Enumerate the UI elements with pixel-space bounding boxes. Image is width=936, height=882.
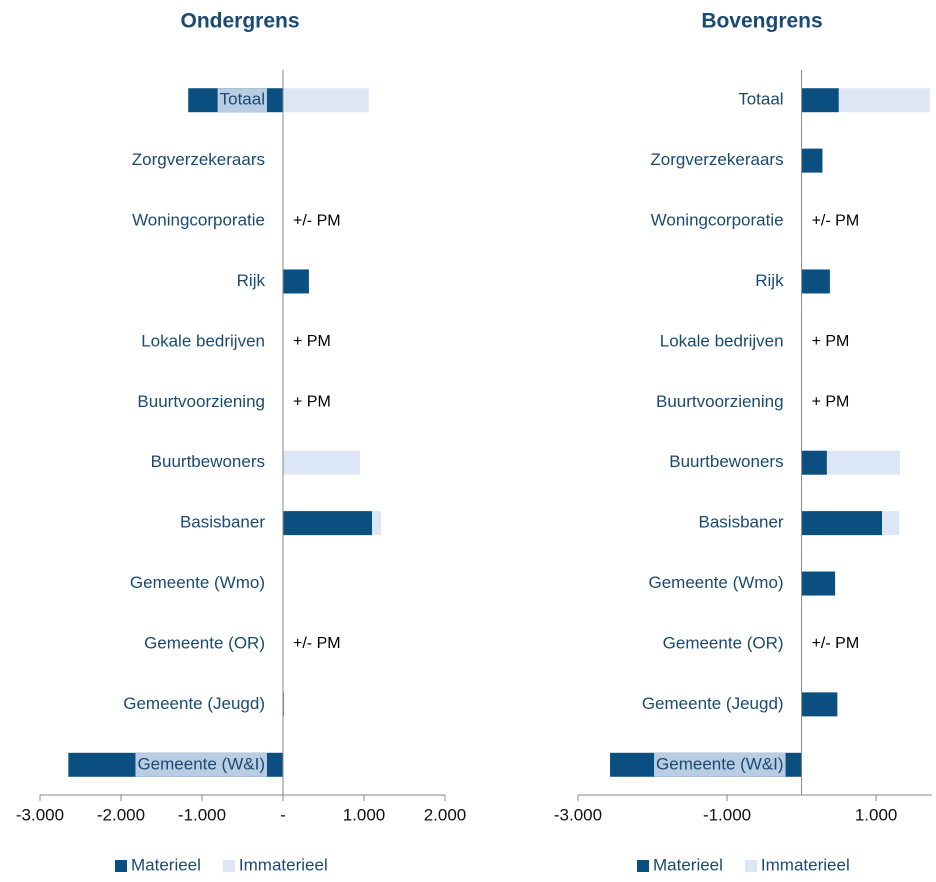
bar bbox=[826, 450, 900, 475]
category-label: Rijk bbox=[237, 271, 266, 290]
bar bbox=[801, 450, 827, 475]
category-label: Gemeente (W&I) bbox=[656, 754, 784, 773]
annotation: + PM bbox=[812, 333, 850, 350]
chart-title: Bovengrens bbox=[701, 10, 822, 33]
bar bbox=[838, 88, 930, 113]
x-tick-label: -3.000 bbox=[16, 805, 64, 824]
x-tick-label: -1.000 bbox=[178, 805, 226, 824]
category-label: Totaal bbox=[738, 90, 783, 109]
legend-label: Materieel bbox=[653, 855, 723, 874]
category-label: Basisbaner bbox=[180, 513, 265, 532]
bar bbox=[801, 692, 838, 717]
bar bbox=[882, 511, 900, 536]
x-tick-label: -3.000 bbox=[554, 805, 602, 824]
bar bbox=[283, 450, 360, 475]
category-label: Gemeente (Wmo) bbox=[648, 573, 783, 592]
bar bbox=[801, 148, 823, 173]
annotation: +/- PM bbox=[293, 212, 341, 229]
category-label: Buurtbewoners bbox=[151, 452, 265, 471]
annotation: +/- PM bbox=[293, 635, 341, 652]
category-label: Zorgverzekeraars bbox=[132, 150, 265, 169]
legend-label: Immaterieel bbox=[761, 855, 850, 874]
x-tick-label: 1.000 bbox=[343, 805, 386, 824]
legend-label: Immaterieel bbox=[239, 855, 328, 874]
bar bbox=[801, 88, 839, 113]
label-background bbox=[217, 88, 267, 113]
category-label: Gemeente (OR) bbox=[663, 633, 784, 652]
annotation: +/- PM bbox=[812, 635, 860, 652]
category-label: Gemeente (OR) bbox=[144, 633, 265, 652]
label-background bbox=[654, 752, 786, 777]
category-label: Rijk bbox=[755, 271, 784, 290]
category-label: Totaal bbox=[220, 90, 265, 109]
bar bbox=[801, 511, 883, 536]
legend-label: Materieel bbox=[131, 855, 201, 874]
x-tick-label: - bbox=[280, 805, 286, 824]
category-label: Zorgverzekeraars bbox=[650, 150, 783, 169]
x-tick-label: 2.000 bbox=[424, 805, 467, 824]
bar bbox=[283, 511, 373, 536]
legend-swatch bbox=[637, 860, 649, 872]
label-background bbox=[135, 752, 267, 777]
bar bbox=[801, 269, 830, 294]
legend-swatch bbox=[115, 860, 127, 872]
x-tick-label: 1.000 bbox=[855, 805, 898, 824]
category-label: Buurtvoorziening bbox=[656, 392, 784, 411]
annotation: +/- PM bbox=[812, 212, 860, 229]
annotation: + PM bbox=[293, 394, 331, 411]
bar bbox=[283, 269, 309, 294]
annotation: + PM bbox=[293, 333, 331, 350]
legend-swatch bbox=[744, 860, 757, 872]
bar bbox=[372, 511, 382, 536]
annotation: + PM bbox=[812, 394, 850, 411]
category-label: Woningcorporatie bbox=[651, 211, 784, 230]
bar bbox=[801, 571, 836, 596]
x-tick-label: -1.000 bbox=[703, 805, 751, 824]
category-label: Gemeente (W&I) bbox=[137, 754, 265, 773]
category-label: Woningcorporatie bbox=[132, 211, 265, 230]
chart-title: Ondergrens bbox=[180, 10, 299, 33]
category-label: Basisbaner bbox=[699, 513, 784, 532]
x-tick-label: -2.000 bbox=[97, 805, 145, 824]
category-label: Gemeente (Jeugd) bbox=[642, 694, 784, 713]
bar bbox=[283, 88, 369, 113]
category-label: Lokale bedrijven bbox=[141, 331, 265, 350]
category-label: Gemeente (Jeugd) bbox=[123, 694, 265, 713]
category-label: Buurtvoorziening bbox=[137, 392, 265, 411]
legend-swatch bbox=[222, 860, 235, 872]
category-label: Gemeente (Wmo) bbox=[130, 573, 265, 592]
category-label: Buurtbewoners bbox=[669, 452, 783, 471]
category-label: Lokale bedrijven bbox=[660, 331, 784, 350]
